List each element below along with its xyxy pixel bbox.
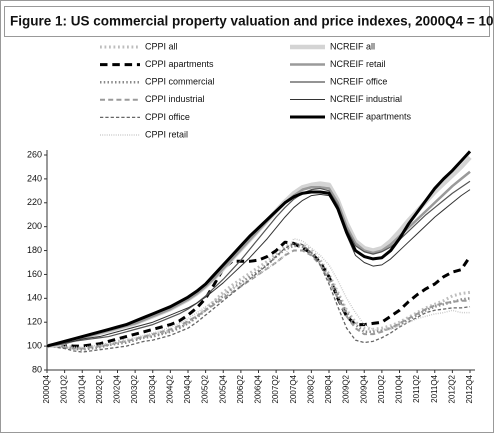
y-tick-label: 80 [32,364,42,374]
title-box [4,6,490,37]
x-tick-label: 2000Q4 [42,374,51,403]
series-line [47,241,471,350]
y-tick-label: 240 [27,173,42,183]
x-tick-label: 2001Q4 [77,374,86,403]
series-line [47,249,470,350]
x-tick-label: 2007Q2 [271,374,280,403]
x-tick-label: 2008Q4 [324,374,333,403]
y-tick-label: 180 [27,245,42,255]
x-tick-label: 2005Q2 [201,374,210,403]
x-tick-label: 2006Q2 [236,374,245,403]
x-tick-label: 2012Q2 [447,374,456,403]
legend-label: CPPI apartments [145,59,214,69]
legend-label: CPPI industrial [145,94,205,104]
legend-label: NCREIF apartments [330,111,412,121]
x-tick-label: 2010Q2 [377,374,386,403]
y-tick-label: 120 [27,317,42,327]
legend-label: CPPI office [145,112,190,122]
y-tick-label: 220 [27,197,42,207]
y-tick-label: 260 [27,149,42,159]
series-line [47,244,471,351]
x-tick-label: 2009Q4 [359,374,368,403]
x-tick-label: 2006Q4 [254,374,263,403]
series-line [46,240,472,348]
chart-title: Figure 1: US commercial property valuati… [10,14,494,29]
x-tick-label: 2010Q4 [395,374,404,403]
x-tick-label: 2009Q2 [342,374,351,403]
series-line [46,170,471,348]
y-tick-label: 200 [27,221,42,231]
y-tick-label: 140 [27,293,42,303]
x-tick-label: 2008Q2 [306,374,315,403]
x-tick-label: 2011Q4 [430,374,439,402]
x-tick-label: 2004Q2 [165,374,174,403]
x-tick-label: 2003Q2 [130,374,139,403]
legend-label: CPPI retail [145,129,188,139]
legend-label: NCREIF all [330,41,375,51]
x-tick-label: 2005Q4 [218,374,227,403]
x-tick-label: 2011Q2 [412,374,421,402]
x-tick-label: 2003Q4 [148,374,157,403]
legend-label: NCREIF retail [330,59,386,69]
series-line [47,237,470,349]
series-line [46,242,471,353]
x-tick-label: 2012Q4 [465,374,474,403]
x-tick-label: 2002Q4 [113,374,122,403]
x-tick-label: 2002Q2 [95,374,104,403]
series-line [46,189,471,347]
x-tick-label: 2007Q4 [289,374,298,403]
legend-label: NCREIF office [330,76,387,86]
x-tick-label: 2001Q2 [60,374,69,403]
legend-label: CPPI commercial [145,77,215,87]
y-tick-label: 100 [27,340,42,350]
series-line [46,150,472,348]
x-tick-label: 2004Q4 [183,374,192,403]
legend-label: CPPI all [145,41,178,51]
legend-label: NCREIF industrial [330,94,402,104]
y-tick-label: 160 [27,269,42,279]
